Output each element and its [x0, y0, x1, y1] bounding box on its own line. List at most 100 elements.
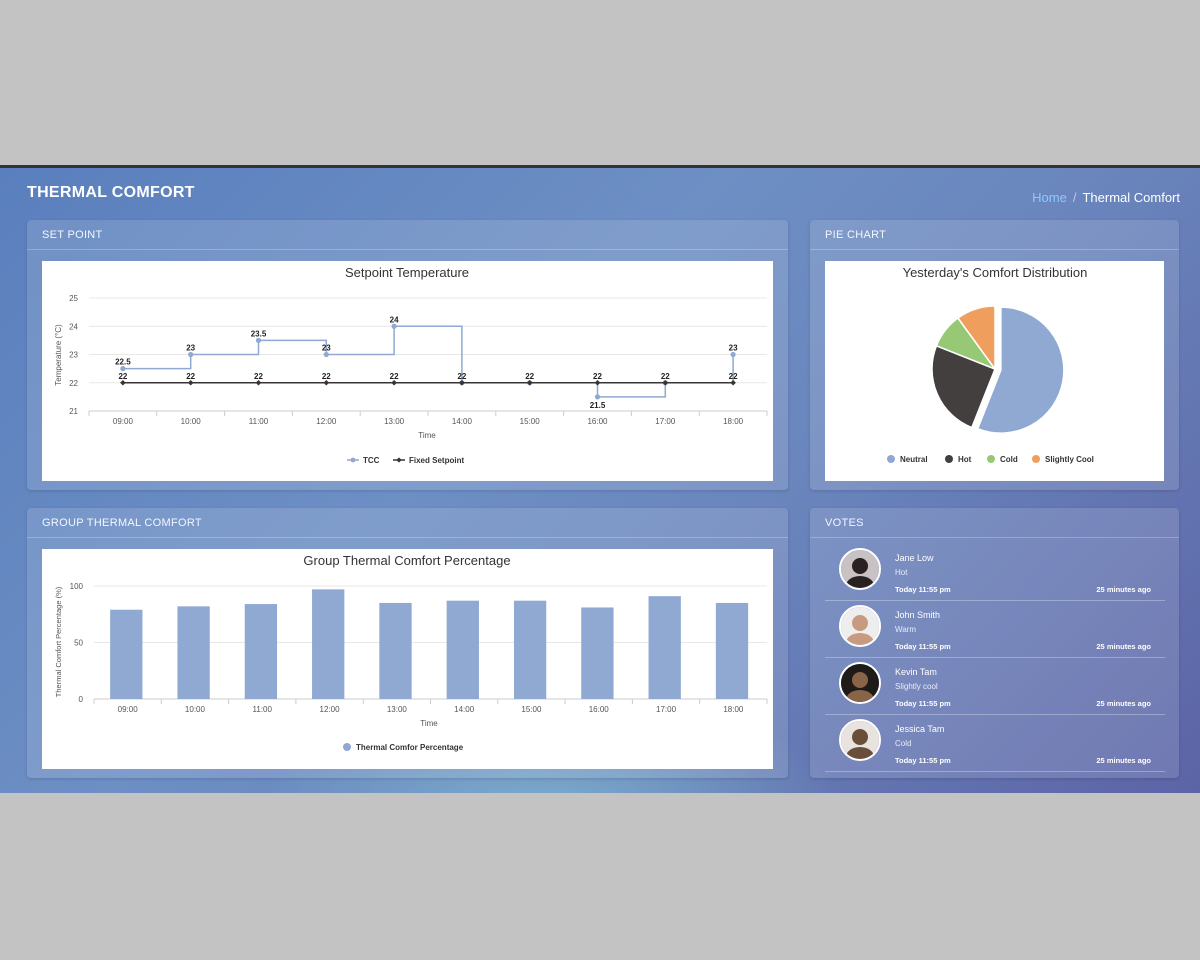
data-label: 22	[118, 372, 127, 381]
vote-time: Today 11:55 pm	[895, 699, 951, 708]
data-point	[323, 379, 330, 386]
vote-item[interactable]: John Smith Warm Today 11:55 pm 25 minute…	[825, 601, 1165, 658]
legend-marker	[350, 457, 356, 463]
user-photo-icon	[841, 550, 879, 588]
vote-user-name: Jane Low	[895, 553, 934, 563]
pie-slice	[956, 305, 996, 372]
legend-marker	[343, 743, 351, 751]
bar	[513, 600, 547, 699]
votes-card-heading: VOTES	[810, 508, 1179, 538]
data-point	[120, 379, 126, 386]
x-axis-label: Time	[418, 431, 436, 440]
x-tick-label: 15:00	[521, 705, 542, 714]
data-label: 22	[390, 372, 399, 381]
breadcrumb: Home / Thermal Comfort	[1032, 190, 1180, 205]
data-label: 22	[186, 372, 195, 381]
vote-ago: 25 minutes ago	[1096, 585, 1151, 594]
x-tick-label: 16:00	[589, 705, 610, 714]
y-tick-label: 21	[69, 407, 78, 416]
data-label: 22	[525, 372, 534, 381]
y-axis-label: Temperature (°C)	[54, 324, 63, 386]
data-label: 23	[322, 344, 331, 353]
x-tick-label: 09:00	[113, 417, 134, 426]
data-label: 23	[186, 344, 195, 353]
breadcrumb-separator: /	[1072, 190, 1077, 205]
vote-ago: 25 minutes ago	[1096, 756, 1151, 765]
bar	[177, 606, 210, 699]
x-tick-label: 11:00	[253, 705, 273, 714]
data-label: 22	[322, 372, 331, 381]
data-point	[730, 351, 736, 358]
bar	[446, 600, 479, 699]
avatar	[839, 662, 881, 704]
data-point	[594, 394, 601, 400]
bar	[379, 602, 412, 699]
x-tick-label: 17:00	[655, 417, 676, 426]
pie-chart: Yesterday's Comfort Distribution Neutral H…	[887, 265, 1094, 464]
legend-marker	[396, 457, 402, 463]
bar	[581, 607, 614, 699]
data-label: 22	[457, 372, 466, 381]
x-tick-label: 16:00	[587, 417, 608, 426]
x-tick-label: 10:00	[185, 705, 206, 714]
setpoint-chart: Setpoint Temperature 21 22 23 24 25 09:00 10:00…	[54, 265, 768, 465]
vote-item[interactable]: Jessica Tam Cold Today 11:55 pm 25 minut…	[825, 715, 1165, 772]
user-photo-icon	[841, 721, 879, 759]
bar	[312, 589, 345, 699]
bar	[244, 604, 278, 699]
data-point	[323, 351, 329, 358]
data-label: 22	[661, 372, 670, 381]
vote-user-name: Jessica Tam	[895, 724, 945, 734]
legend-label: Neutral	[900, 455, 928, 464]
votes-list: Jane Low Hot Today 11:55 pm 25 minutes a…	[825, 544, 1165, 772]
x-tick-label: 18:00	[723, 705, 744, 714]
data-label: 23	[729, 344, 738, 353]
data-label: 22	[593, 372, 602, 381]
data-point	[730, 379, 736, 386]
legend-marker	[987, 455, 995, 463]
legend-label: Hot	[958, 455, 972, 464]
legend-marker	[887, 455, 895, 463]
user-photo-icon	[841, 607, 879, 645]
y-tick-label: 50	[74, 639, 83, 648]
y-tick-label: 0	[79, 695, 84, 704]
chart-title: Setpoint Temperature	[345, 265, 469, 280]
y-tick-label: 23	[69, 351, 78, 360]
x-tick-label: 11:00	[249, 417, 269, 426]
vote-status: Cold	[895, 739, 912, 748]
legend-marker	[945, 455, 953, 463]
series-line	[122, 325, 734, 398]
legend-marker	[1032, 455, 1040, 463]
vote-status: Warm	[895, 625, 917, 634]
vote-time: Today 11:55 pm	[895, 642, 951, 651]
data-point	[188, 351, 194, 358]
x-tick-label: 10:00	[181, 417, 202, 426]
avatar	[839, 605, 881, 647]
data-point	[187, 379, 194, 386]
x-tick-label: 13:00	[387, 705, 408, 714]
data-label: 24	[390, 315, 399, 324]
bar	[110, 609, 143, 699]
data-point	[459, 379, 465, 386]
group-comfort-card-heading: GROUP THERMAL COMFORT	[27, 508, 788, 538]
breadcrumb-home-link[interactable]: Home	[1032, 190, 1067, 205]
vote-user-name: John Smith	[895, 610, 941, 620]
vote-ago: 25 minutes ago	[1096, 699, 1151, 708]
x-tick-label: 14:00	[454, 705, 475, 714]
group-comfort-chart-panel: Group Thermal Comfort Percentage 0 50 100 09…	[42, 549, 773, 769]
x-tick-label: 15:00	[520, 417, 541, 426]
user-photo-icon	[841, 664, 879, 702]
chart-title: Yesterday's Comfort Distribution	[903, 265, 1088, 280]
avatar	[839, 548, 881, 590]
vote-item[interactable]: Jane Low Hot Today 11:55 pm 25 minutes a…	[825, 544, 1165, 601]
data-point	[255, 379, 262, 386]
x-axis-label: Time	[420, 719, 438, 728]
legend-label: Fixed Setpoint	[409, 456, 464, 465]
y-tick-label: 24	[69, 322, 78, 331]
x-tick-label: 13:00	[384, 417, 405, 426]
x-tick-label: 09:00	[118, 705, 139, 714]
setpoint-chart-panel: Setpoint Temperature 21 22 23 24 25 09:00 10:00…	[42, 261, 773, 481]
vote-item[interactable]: Kevin Tam Slightly cool Today 11:55 pm 2…	[825, 658, 1165, 715]
setpoint-card-heading: SET POINT	[27, 220, 788, 250]
y-tick-label: 25	[69, 294, 78, 303]
